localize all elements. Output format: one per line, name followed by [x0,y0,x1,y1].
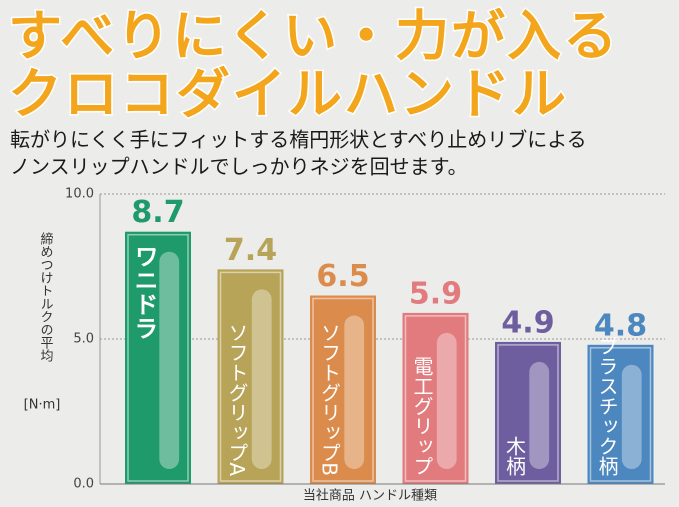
bar-frame [312,297,374,482]
category-label: 電工グリップ [410,356,434,476]
bar [495,341,561,484]
handle-illustration [621,364,642,469]
category-label: 木柄 [503,436,527,476]
handle-illustration [159,251,180,469]
y-axis-label: 締めつけトルクの平均 [38,231,54,362]
bar-frame [497,344,559,482]
bar-frame [127,233,189,482]
category-label: ソフトグリップB [318,322,342,476]
bar [125,231,191,484]
bar-frame [219,271,282,482]
category-label: ワニドラ [130,244,158,340]
value-label: 6.5 [316,259,369,294]
category-label: プラスチック柄 [595,336,619,476]
handle-illustration [436,332,457,469]
y-axis-unit: [N·m] [24,398,61,413]
bar-frame [404,315,467,482]
chart-subtitle: ノンスリップハンドルでしっかりネジを回せます。 [10,155,468,179]
bar [310,295,376,484]
bar-frame [589,347,652,482]
value-label: 5.9 [409,276,462,311]
chart-subtitle: 転がりにくく手にフィットする楕円形状とすべり止めリブによる [10,128,587,152]
handle-illustration [251,289,272,469]
y-tick-label: 5.0 [73,332,94,347]
handle-illustration [344,315,365,469]
handle-illustration [529,361,550,469]
bar [217,269,284,484]
bar [587,344,654,484]
value-label: 7.4 [224,233,277,268]
chart-title: すべりにくい・力が入る [8,5,619,68]
value-label: 4.9 [501,305,554,340]
chart-title: クロコダイルハンドル [8,63,568,126]
y-tick-label: 10.0 [65,187,94,202]
category-label: ソフトグリップA [225,322,249,476]
value-label: 8.7 [131,195,184,230]
bar [402,312,469,484]
x-axis-label: 当社商品 ハンドル種類 [303,488,437,504]
y-tick-label: 0.0 [73,477,94,492]
value-label: 4.8 [594,308,647,343]
